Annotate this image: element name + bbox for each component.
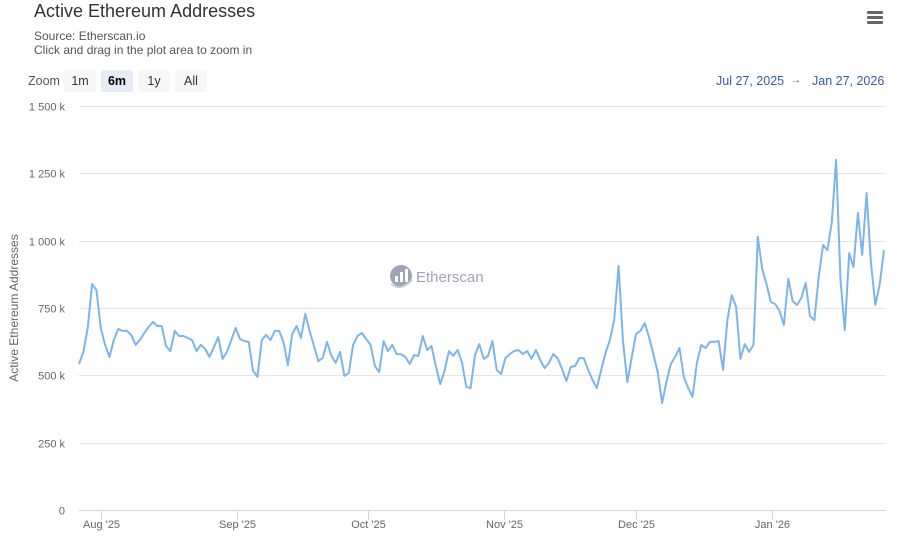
watermark-text: Etherscan <box>416 269 484 286</box>
range-arrow: → <box>791 75 801 86</box>
x-tick-label: Dec '25 <box>618 519 655 531</box>
series-line[interactable] <box>78 158 885 405</box>
y-axis-labels: 0 250 k 500 k 750 k 1 000 k 1 250 k 1 500 k <box>29 102 66 518</box>
zoom-label: Zoom <box>28 74 60 88</box>
zoom-1m-button[interactable]: 1m <box>64 70 96 92</box>
x-tick-label: Aug '25 <box>83 519 120 531</box>
x-axis-ticks: Aug '25 Sep '25 Oct '25 Nov '25 Dec '25 Jan '… <box>83 510 790 531</box>
x-tick-label: Nov '25 <box>486 519 523 531</box>
hamburger-menu-icon[interactable] <box>864 8 888 28</box>
y-tick-label: 0 <box>59 506 65 518</box>
range-from-input[interactable]: Jul 27, 2025 <box>716 74 785 88</box>
y-tick-label: 1 250 k <box>29 169 66 181</box>
grid-lines <box>79 106 886 444</box>
y-tick-label: 1 500 k <box>29 102 66 114</box>
chart-source: Source: Etherscan.io <box>34 29 146 43</box>
y-tick-label: 500 k <box>38 371 65 383</box>
x-tick-label: Oct '25 <box>351 519 386 531</box>
y-axis-title: Active Ethereum Addresses <box>7 234 21 381</box>
zoom-1y-button[interactable]: 1y <box>138 70 170 92</box>
y-tick-label: 250 k <box>38 439 65 451</box>
watermark: Etherscan <box>390 265 484 289</box>
x-tick-label: Jan '26 <box>755 519 790 531</box>
zoom-6m-button[interactable]: 6m <box>101 70 133 92</box>
y-tick-label: 750 k <box>38 304 65 316</box>
range-to-input[interactable]: Jan 27, 2026 <box>812 74 885 88</box>
chart-title: Active Ethereum Addresses <box>34 1 256 21</box>
zoom-hint: Click and drag in the plot area to zoom … <box>34 43 253 57</box>
y-tick-label: 1 000 k <box>29 237 66 249</box>
zoom-all-button[interactable]: All <box>175 70 207 92</box>
x-tick-label: Sep '25 <box>219 519 256 531</box>
